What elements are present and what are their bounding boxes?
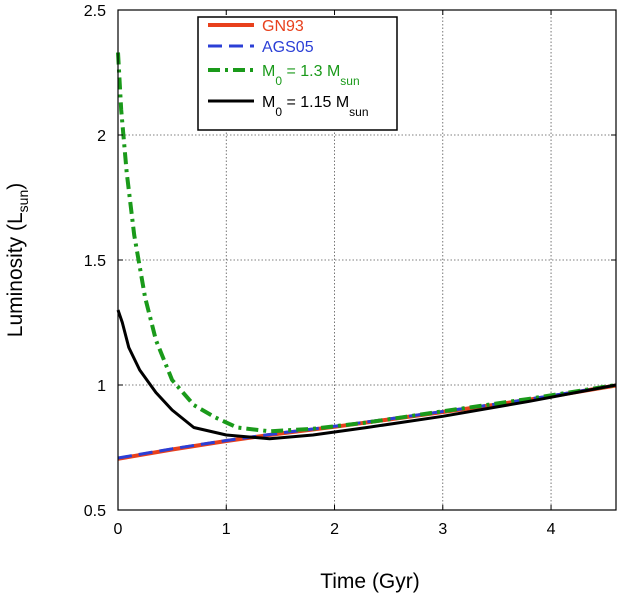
legend-label-m13: M0 = 1.3 Msun — [262, 63, 360, 88]
x-tick-label: 4 — [547, 521, 556, 538]
legend-label-gn93: GN93 — [262, 18, 304, 35]
x-tick-label: 0 — [114, 521, 123, 538]
x-tick-label: 3 — [438, 521, 447, 538]
y-tick-label: 1.5 — [84, 253, 106, 270]
y-tick-label: 0.5 — [84, 503, 106, 520]
legend-label-m115: M0 = 1.15 Msun — [262, 94, 369, 119]
y-tick-label: 2.5 — [84, 3, 106, 20]
legend: GN93 AGS05 M0 = 1.3 Msun M0 = 1.15 Msun — [197, 16, 398, 131]
series-line-m115 — [116, 309, 617, 441]
ticks: 0 1 2 3 4 0.5 1 1.5 2 2.5 — [84, 3, 616, 538]
series-lines — [116, 52, 617, 461]
y-axis-label: Luminosity (Lsun) — [4, 183, 31, 337]
y-tick-label: 2 — [97, 128, 106, 145]
series-line-m13 — [116, 52, 617, 434]
x-tick-label: 2 — [330, 521, 339, 538]
x-tick-label: 1 — [222, 521, 231, 538]
legend-box — [197, 16, 398, 131]
x-axis-label: Time (Gyr) — [320, 570, 420, 593]
legend-label-ags05: AGS05 — [262, 39, 314, 56]
y-tick-label: 1 — [97, 378, 106, 395]
